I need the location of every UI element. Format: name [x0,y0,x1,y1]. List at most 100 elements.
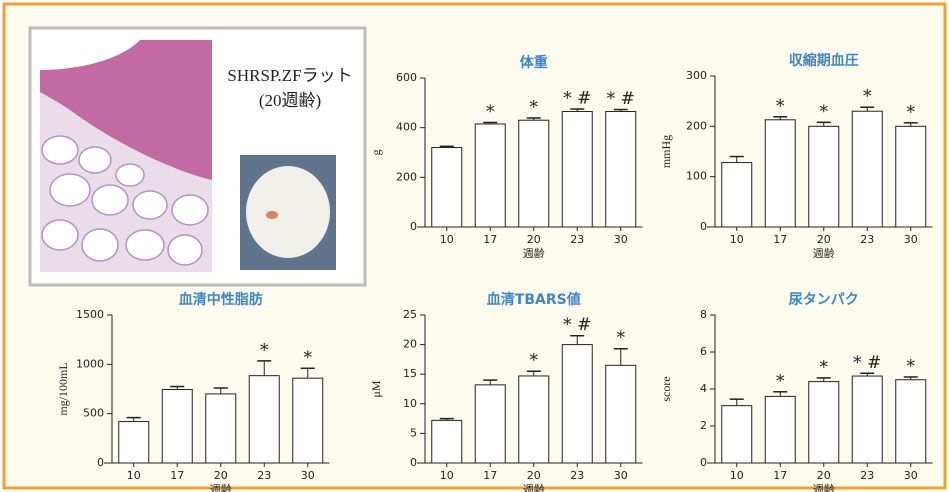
x-tick-label: 23 [257,469,271,482]
x-tick-label: 17 [483,233,497,246]
x-tick-label: 17 [483,469,497,482]
caption-line: (20週齢) [259,91,321,110]
fat-pad-spot [266,211,278,219]
bar [561,344,593,464]
bar [851,375,883,464]
x-axis-label: 週齢 [523,482,545,492]
y-tick-label: 25 [403,308,417,321]
significance-mark: * [863,87,872,107]
bar [292,377,324,464]
x-axis-label: 週齢 [523,246,545,260]
x-tick-label: 23 [570,469,584,482]
chart-title: 血清TBARS値 [487,291,581,308]
x-tick-label: 30 [614,469,628,482]
y-tick-label: 15 [403,367,417,380]
bar [518,119,550,228]
x-tick-label: 20 [214,469,228,482]
x-tick-label: 20 [527,469,541,482]
y-tick-label: 4 [700,382,707,395]
y-tick-label: 100 [686,170,707,183]
y-axis-label: g [369,150,383,156]
y-axis-label: mg/100mL [56,362,70,415]
significance-mark: * # [607,89,635,109]
bar [895,379,927,464]
bar [518,375,550,464]
significance-mark: * # [853,353,881,373]
chart-title: 血清中性脂肪 [179,291,263,308]
significance-mark: * # [563,89,591,109]
bar [851,110,883,228]
y-tick-label: 200 [686,119,707,132]
y-tick-label: 8 [700,308,707,321]
x-tick-label: 10 [730,469,744,482]
significance-mark: * # [563,315,591,335]
y-tick-label: 1500 [76,308,104,321]
chart-title: 体重 [520,54,548,71]
bar [118,421,150,464]
bar [764,119,796,228]
y-tick-label: 0 [700,220,707,233]
x-tick-label: 10 [440,469,454,482]
significance-mark: * [907,102,916,122]
bar [605,364,637,464]
bar [431,147,463,228]
bar [721,405,753,464]
x-tick-label: 10 [730,233,744,246]
y-tick-label: 0 [97,456,104,469]
bar [161,388,193,464]
x-tick-label: 20 [817,233,831,246]
x-axis-label: 週齢 [210,482,232,492]
significance-mark: * [530,351,539,371]
y-tick-label: 200 [396,170,417,183]
bar [431,419,463,464]
y-tick-label: 2 [700,419,707,432]
chart-title: 収縮期血圧 [789,52,859,69]
x-axis-label: 週齢 [813,482,835,492]
y-tick-label: 500 [83,407,104,420]
significance-mark: * [907,356,916,376]
bar [808,125,840,228]
fat-pad [246,166,330,258]
significance-mark: * [776,371,785,391]
significance-mark: * [617,328,626,348]
significance-mark: * [486,102,495,122]
x-tick-label: 10 [127,469,141,482]
y-tick-label: 600 [396,71,417,84]
y-tick-label: 10 [403,397,417,410]
fat-cells [41,135,209,266]
y-tick-label: 6 [700,345,707,358]
y-axis-label: score [659,376,673,401]
x-tick-label: 30 [614,233,628,246]
x-tick-label: 20 [817,469,831,482]
y-tick-label: 1000 [76,357,104,370]
bar [605,111,637,228]
tissue-band [40,40,212,180]
y-tick-label: 20 [403,338,417,351]
significance-mark: * [260,340,269,360]
bar [474,123,506,228]
significance-mark: * [820,357,829,377]
x-tick-label: 30 [904,233,918,246]
x-tick-label: 17 [773,233,787,246]
y-axis-label: μM [369,380,383,397]
bar [895,125,927,228]
significance-mark: * [776,96,785,116]
bar [808,381,840,464]
bar [721,162,753,228]
x-tick-label: 10 [440,233,454,246]
y-tick-label: 400 [396,121,417,134]
tissue-gap [40,40,140,70]
bar [205,393,237,464]
chart-title: 尿タンパク [789,292,859,308]
bar [561,111,593,228]
x-tick-label: 17 [170,469,184,482]
x-tick-label: 23 [860,233,874,246]
bar [474,384,506,464]
significance-mark: * [530,97,539,117]
x-tick-label: 17 [773,469,787,482]
x-tick-label: 23 [860,469,874,482]
y-tick-label: 300 [686,69,707,82]
y-tick-label: 5 [410,426,417,439]
x-tick-label: 20 [527,233,541,246]
